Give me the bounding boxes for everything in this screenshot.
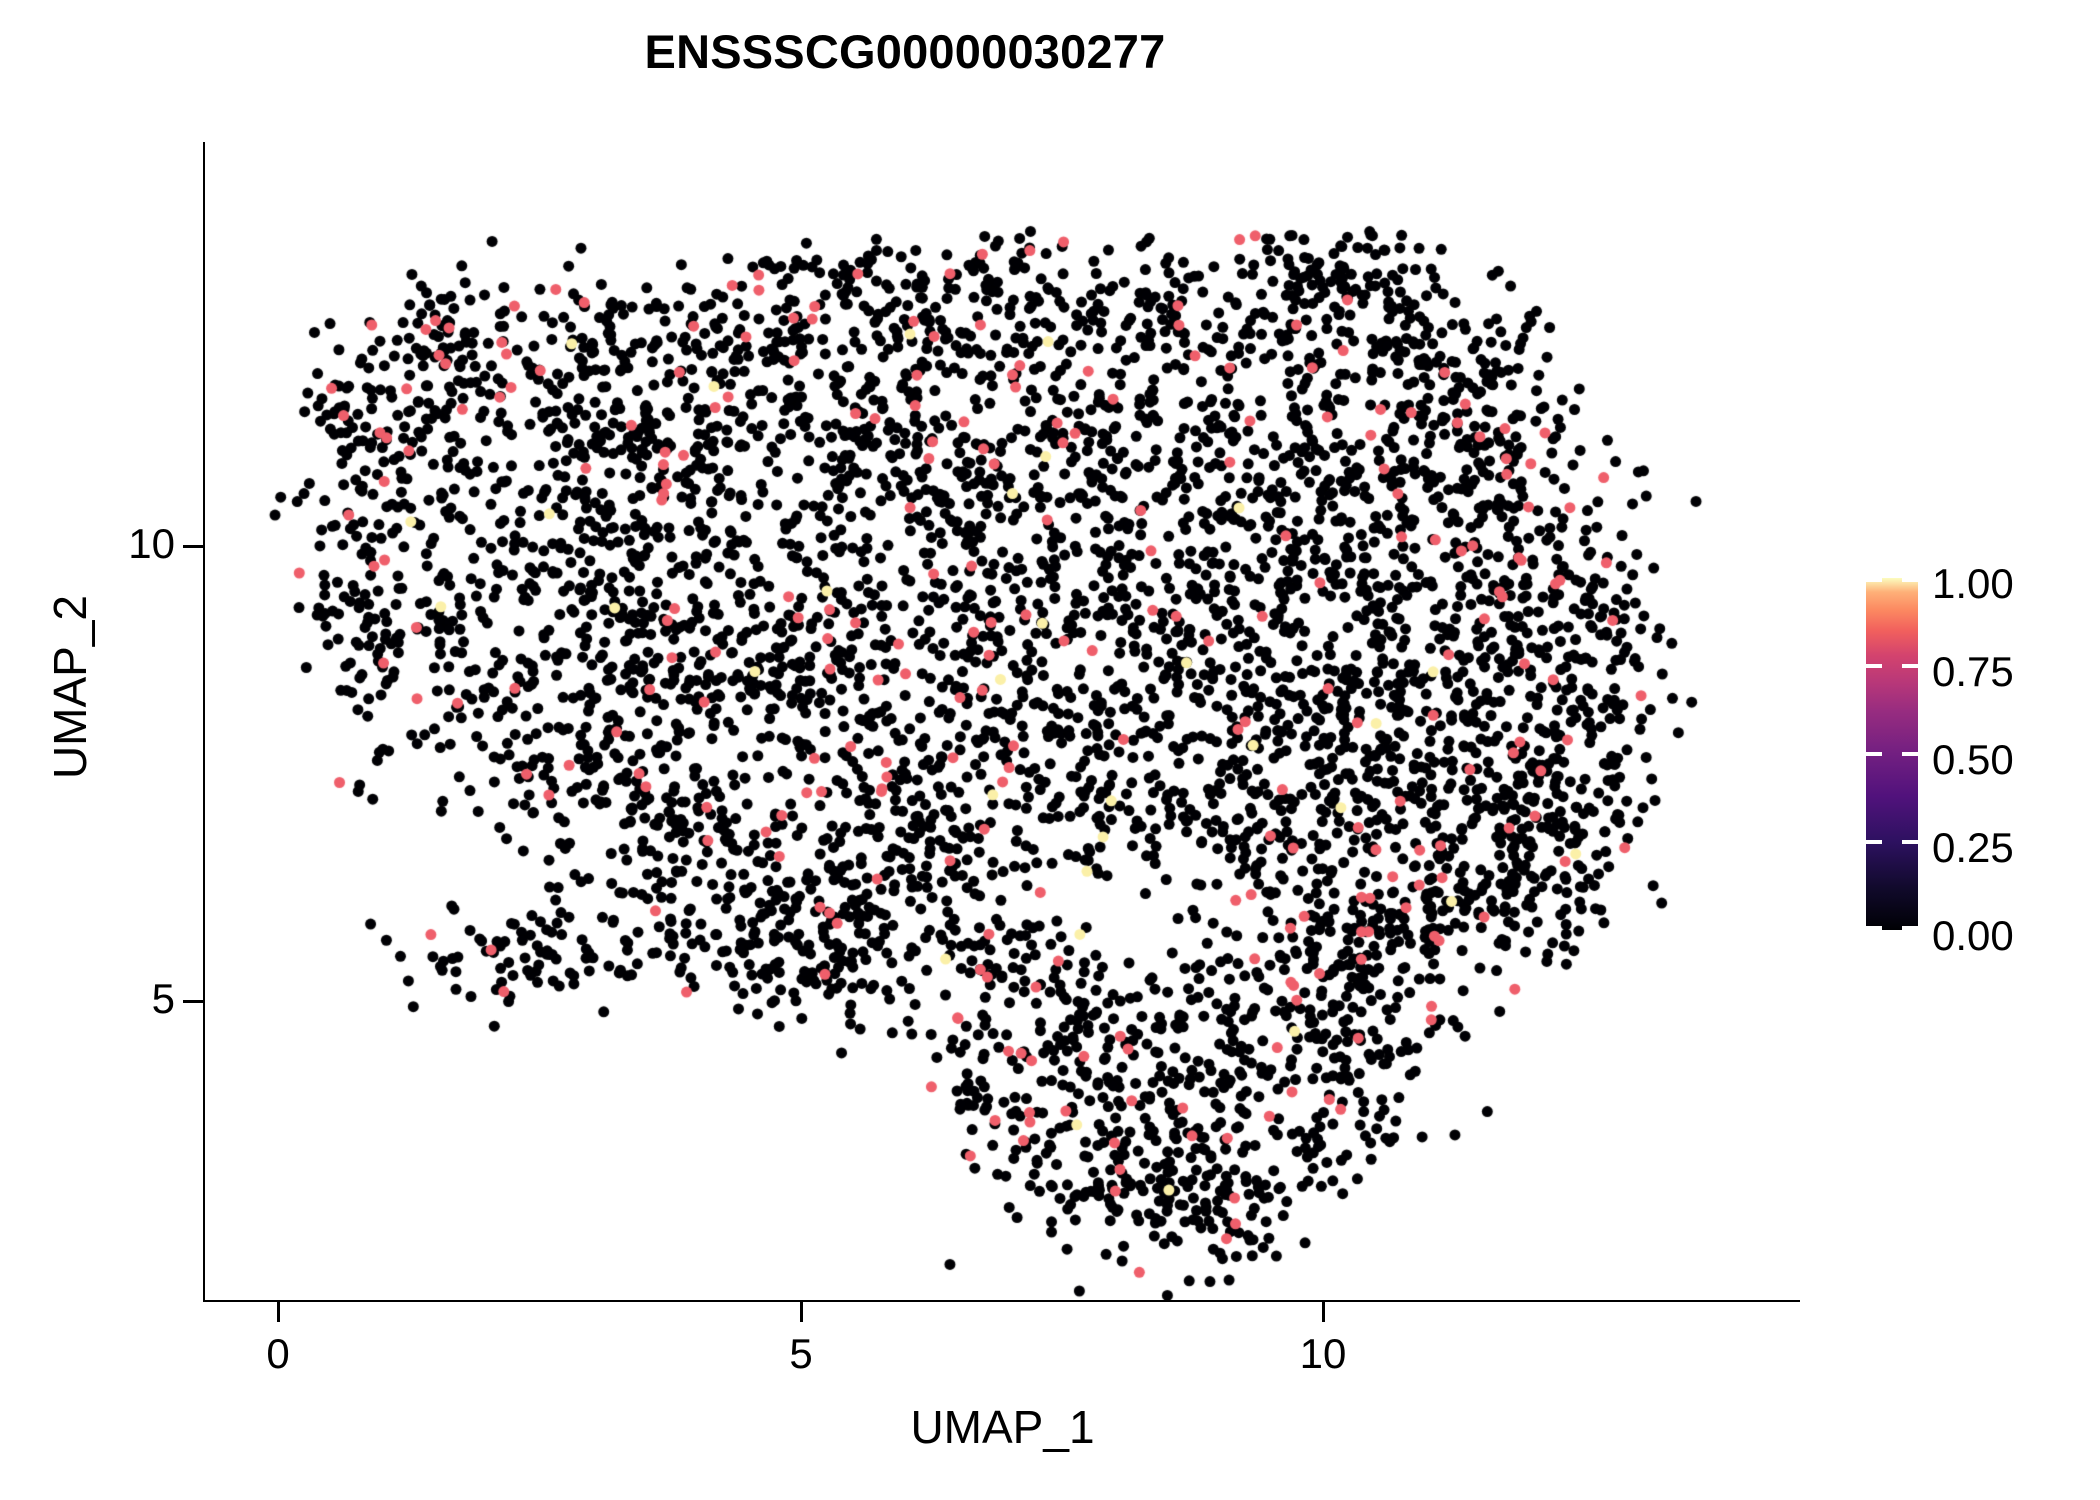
colorbar-tick-0-5 bbox=[1902, 752, 1918, 756]
colorbar-tick-0-25 bbox=[1902, 840, 1918, 844]
colorbar-tick-0-75 bbox=[1902, 664, 1918, 668]
y-tick-5 bbox=[183, 1000, 203, 1003]
colorbar-label-1-00: 1.00 bbox=[1932, 560, 2014, 607]
colorbar-tick-0-5 bbox=[1866, 752, 1882, 756]
colorbar-tick-0 bbox=[1902, 926, 1918, 930]
colorbar-tick-0-25 bbox=[1866, 840, 1882, 844]
y-axis-title: UMAP_2 bbox=[44, 594, 96, 780]
x-tick-10 bbox=[1322, 1302, 1325, 1322]
colorbar-legend: 1.00 0.75 0.50 0.25 0.00 bbox=[1866, 560, 2096, 959]
scatter-canvas bbox=[205, 142, 1800, 1300]
y-tick-label-10: 10 bbox=[128, 520, 175, 567]
colorbar-tick-1 bbox=[1902, 578, 1918, 582]
x-tick-label-0: 0 bbox=[266, 1330, 290, 1377]
x-axis-title: UMAP_1 bbox=[910, 1401, 1095, 1453]
colorbar-tick-1 bbox=[1866, 578, 1882, 582]
x-tick-label-10: 10 bbox=[1299, 1330, 1347, 1377]
colorbar-label-0-00: 0.00 bbox=[1932, 912, 2014, 959]
colorbar-label-0-50: 0.50 bbox=[1932, 736, 2014, 783]
x-tick-label-5: 5 bbox=[789, 1330, 813, 1377]
x-tick-0 bbox=[277, 1302, 280, 1322]
colorbar-tick-0-75 bbox=[1866, 664, 1882, 668]
y-tick-10 bbox=[183, 545, 203, 548]
colorbar-label-0-25: 0.25 bbox=[1932, 824, 2014, 871]
scatter-panel bbox=[205, 142, 1800, 1300]
page-title: ENSSSCG00000030277 bbox=[644, 25, 1166, 78]
y-tick-label-5: 5 bbox=[151, 975, 175, 1022]
colorbar-label-0-75: 0.75 bbox=[1932, 648, 2014, 695]
colorbar-tick-0 bbox=[1866, 926, 1882, 930]
x-tick-5 bbox=[800, 1302, 803, 1322]
